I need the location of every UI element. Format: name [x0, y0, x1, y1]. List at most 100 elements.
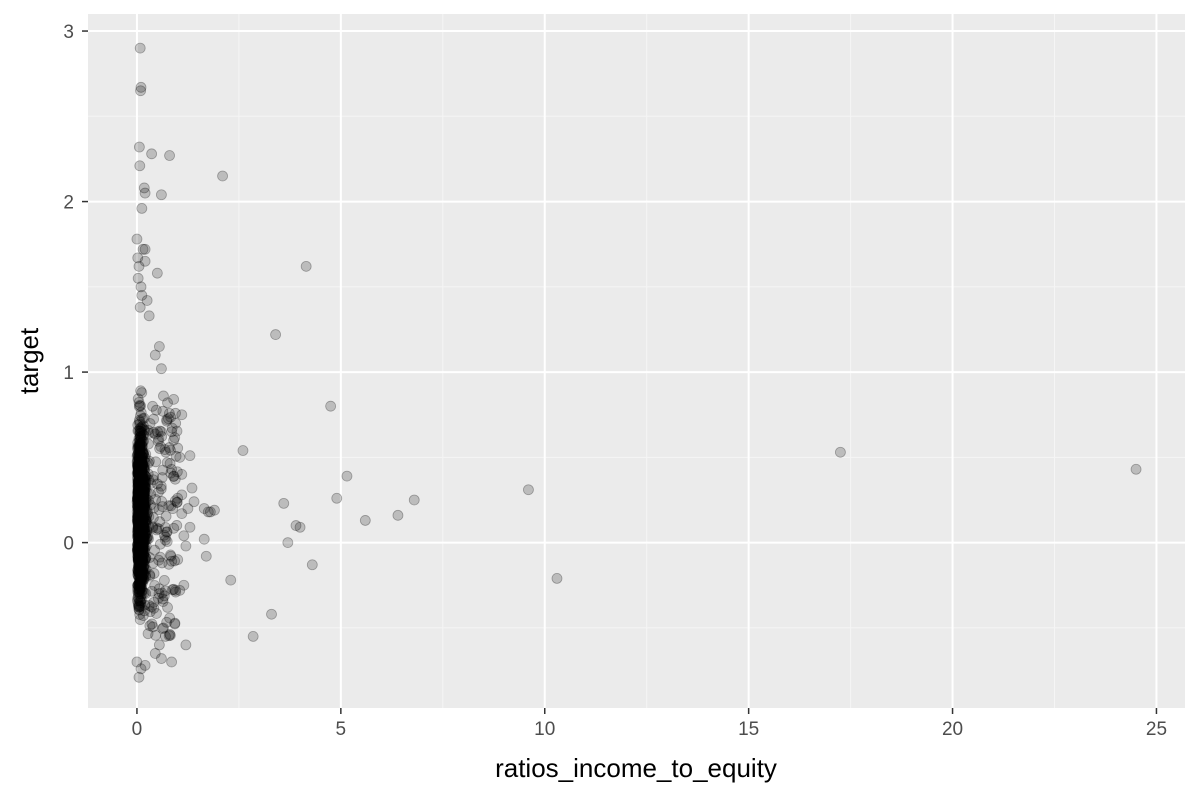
- data-point: [133, 260, 145, 272]
- data-point: [135, 508, 147, 520]
- data-point: [139, 535, 151, 547]
- data-point: [135, 477, 146, 488]
- data-point: [134, 470, 145, 482]
- data-point: [133, 532, 145, 544]
- data-point: [138, 448, 149, 460]
- data-point: [134, 488, 145, 500]
- data-point: [134, 533, 145, 545]
- data-point: [134, 496, 146, 508]
- data-point: [133, 486, 145, 498]
- data-point: [134, 483, 146, 495]
- data-point: [135, 494, 147, 506]
- data-point: [134, 561, 145, 573]
- data-point: [136, 557, 148, 569]
- data-point: [266, 608, 277, 620]
- data-point: [132, 486, 144, 498]
- data-point: [134, 544, 146, 555]
- data-point: [135, 492, 147, 504]
- data-point: [137, 527, 148, 539]
- data-point: [135, 532, 147, 544]
- data-point: [135, 548, 147, 560]
- data-point: [138, 513, 149, 525]
- data-point: [158, 390, 169, 402]
- data-point: [134, 514, 146, 526]
- data-point: [132, 579, 144, 591]
- data-point: [133, 530, 145, 541]
- data-point: [136, 541, 147, 553]
- data-point: [134, 531, 145, 543]
- data-point: [132, 467, 144, 479]
- data-point: [135, 539, 146, 551]
- data-point: [134, 467, 146, 478]
- data-point: [133, 460, 145, 471]
- data-point: [137, 483, 149, 495]
- y-tick-label: 2: [63, 193, 74, 214]
- data-point: [132, 522, 144, 534]
- data-point: [132, 462, 144, 474]
- data-point: [132, 442, 144, 453]
- data-point: [134, 441, 146, 452]
- data-point: [138, 485, 150, 496]
- data-point: [134, 460, 146, 472]
- data-point: [139, 452, 151, 464]
- data-point: [132, 501, 144, 513]
- data-point: [133, 519, 145, 531]
- data-point: [162, 601, 173, 613]
- data-point: [132, 490, 144, 502]
- data-point: [133, 473, 145, 485]
- data-point: [133, 601, 145, 613]
- data-point: [134, 474, 146, 485]
- data-point: [135, 505, 147, 517]
- data-point: [139, 517, 150, 529]
- data-point: [138, 476, 150, 488]
- y-tick-label: 0: [63, 534, 74, 555]
- data-point: [132, 497, 144, 509]
- data-point: [134, 489, 145, 501]
- data-point: [133, 455, 145, 467]
- data-point: [136, 498, 148, 510]
- data-point: [137, 489, 149, 501]
- data-point: [136, 496, 148, 508]
- data-point: [133, 571, 145, 583]
- data-point: [134, 470, 146, 482]
- data-point: [134, 524, 146, 535]
- data-point: [146, 618, 158, 630]
- data-point: [132, 555, 144, 566]
- data-point: [139, 541, 150, 553]
- data-point: [137, 485, 148, 497]
- data-point: [136, 509, 148, 521]
- data-point: [132, 500, 144, 512]
- data-point: [132, 510, 144, 521]
- data-point: [135, 522, 147, 534]
- data-point: [133, 526, 145, 537]
- data-point: [134, 537, 146, 548]
- data-point: [137, 546, 148, 558]
- data-point: [133, 531, 145, 543]
- data-point: [176, 508, 188, 520]
- data-point: [133, 470, 145, 482]
- data-point: [134, 526, 145, 538]
- data-point: [136, 523, 148, 535]
- data-point: [133, 481, 145, 493]
- data-point: [132, 512, 144, 523]
- data-point: [134, 475, 145, 487]
- data-point: [133, 514, 145, 526]
- data-point: [136, 481, 148, 493]
- data-point: [133, 476, 145, 487]
- data-point: [138, 448, 149, 460]
- data-point: [139, 599, 151, 611]
- data-point: [133, 603, 145, 615]
- data-point: [132, 524, 143, 536]
- data-point: [135, 509, 147, 520]
- data-point: [136, 508, 148, 520]
- data-point: [136, 552, 148, 563]
- data-point: [133, 433, 145, 445]
- data-point: [134, 568, 145, 580]
- data-point: [135, 503, 146, 514]
- data-point: [133, 463, 145, 475]
- data-point: [135, 529, 147, 541]
- data-point: [133, 601, 145, 613]
- data-point: [135, 470, 147, 482]
- data-point: [134, 501, 146, 513]
- data-point: [133, 498, 145, 510]
